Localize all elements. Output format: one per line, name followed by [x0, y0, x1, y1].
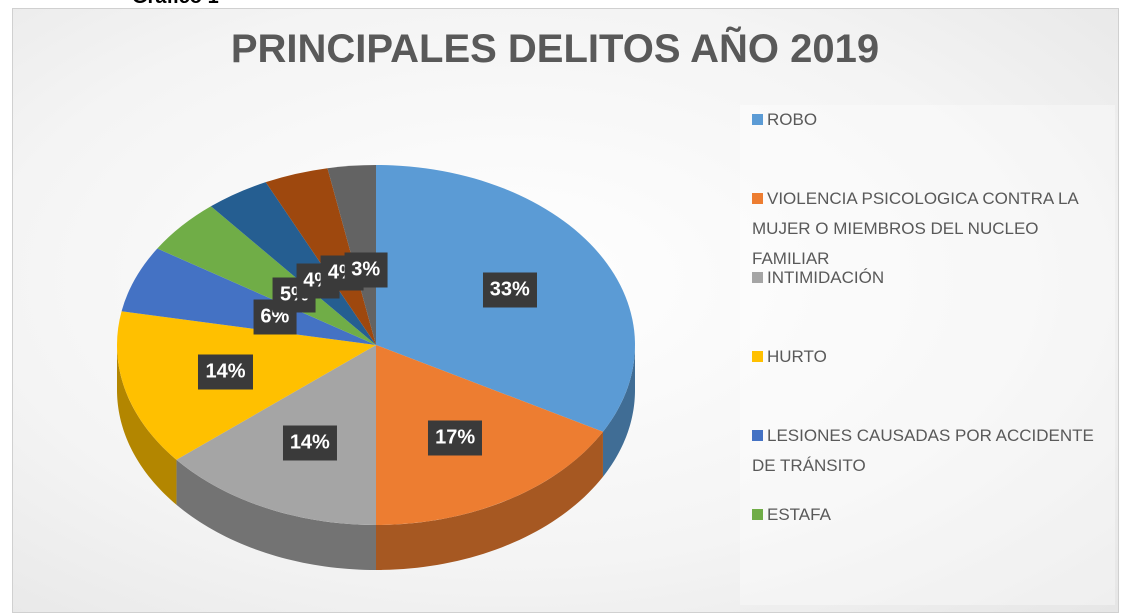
legend-swatch	[752, 193, 763, 204]
legend-label: LESIONES CAUSADAS POR ACCIDENTE DE TRÁNS…	[752, 426, 1094, 475]
legend: ROBO VIOLENCIA PSICOLOGICA CONTRA LA MUJE…	[740, 105, 1115, 605]
slice	[176, 345, 376, 525]
chart-title: PRINCIPALES DELITOS AÑO 2019	[231, 25, 879, 71]
data-label: 14%	[282, 425, 337, 461]
legend-entry: LESIONES CAUSADAS POR ACCIDENTE DE TRÁNS…	[752, 421, 1097, 481]
legend-swatch	[752, 114, 763, 125]
slice-side	[376, 431, 603, 570]
data-label: 17%	[428, 420, 483, 456]
slice	[376, 345, 603, 526]
legend-entry: INTIMIDACIÓN	[752, 263, 1097, 293]
legend-swatch	[752, 272, 763, 283]
slice	[121, 248, 376, 345]
caption: Gráfico 1	[132, 0, 219, 9]
slice	[265, 168, 376, 345]
data-label: 33%	[482, 272, 537, 308]
legend-label: ROBO	[767, 110, 818, 129]
legend-swatch	[752, 509, 763, 520]
data-label: 14%	[198, 354, 253, 390]
legend-swatch	[752, 351, 763, 362]
legend-label: ESTAFA	[767, 505, 831, 524]
slice-side	[117, 345, 177, 505]
slice-side	[176, 459, 376, 570]
slice-side	[602, 345, 635, 477]
legend-entry: HURTO	[752, 342, 1097, 372]
legend-label: INTIMIDACIÓN	[767, 268, 885, 287]
legend-entry: ROBO	[752, 105, 1097, 135]
slice	[210, 182, 376, 345]
legend-label: HURTO	[767, 347, 827, 366]
data-label: 3%	[344, 252, 388, 288]
legend-swatch	[752, 430, 763, 441]
legend-entry: VIOLENCIA PSICOLOGICA CONTRA LA MUJER O …	[752, 184, 1097, 274]
legend-entry: ESTAFA	[752, 500, 1097, 530]
legend-label: VIOLENCIA PSICOLOGICA CONTRA LA MUJER O …	[752, 189, 1078, 268]
slice	[157, 206, 376, 345]
